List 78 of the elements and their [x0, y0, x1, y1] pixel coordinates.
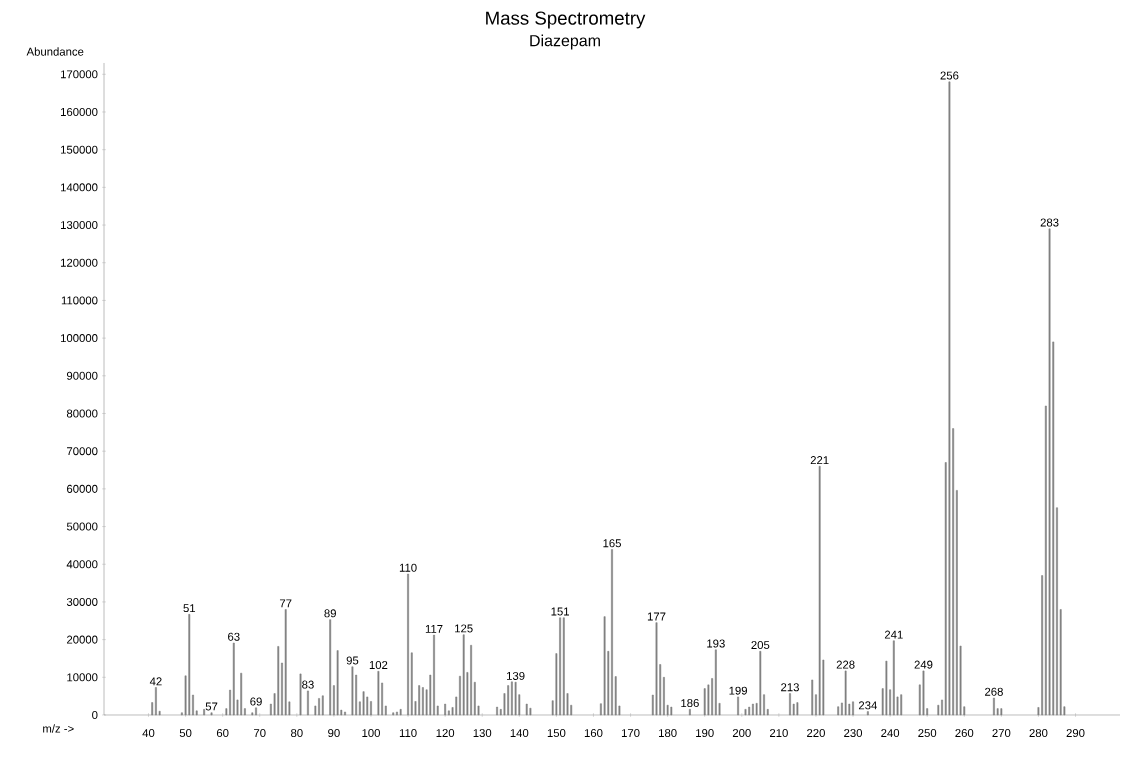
y-tick-label: 130000	[61, 221, 98, 230]
y-tick-label: 120000	[61, 258, 98, 267]
annotation: 234	[858, 701, 877, 710]
annotation: 89	[324, 609, 336, 618]
annotation: 249	[914, 660, 933, 669]
x-tick-label: 270	[992, 729, 1011, 738]
x-tick-label: 210	[769, 729, 788, 738]
x-tick-label: 150	[547, 729, 566, 738]
annotation: 193	[707, 639, 725, 648]
annotation: 110	[399, 563, 417, 572]
annotation: 151	[551, 607, 569, 616]
annotation: 57	[205, 702, 218, 711]
y-axis-title: Abundance	[26, 47, 84, 56]
x-tick-label: 60	[216, 729, 229, 738]
x-tick-label: 230	[844, 729, 863, 738]
x-tick-label: 120	[436, 729, 455, 738]
x-tick-label: 220	[807, 729, 825, 738]
y-tick-label: 60000	[67, 484, 98, 493]
annotation: 102	[369, 661, 388, 670]
annotation: 256	[940, 71, 959, 80]
x-tick-label: 80	[291, 729, 303, 738]
y-tick-label: 30000	[66, 597, 98, 606]
annotation: 51	[183, 604, 196, 613]
y-tick-label: 20000	[67, 635, 98, 644]
x-tick-label: 130	[473, 729, 492, 738]
annotation: 139	[507, 671, 525, 680]
annotation: 177	[647, 612, 666, 621]
y-tick-label: 0	[92, 711, 98, 719]
x-tick-label: 200	[732, 729, 751, 738]
x-tick-label: 250	[918, 729, 937, 738]
annotation: 63	[228, 632, 240, 641]
annotation: 77	[279, 599, 292, 608]
annotation: 199	[729, 686, 747, 695]
y-tick-label: 140000	[61, 183, 98, 192]
annotation: 83	[302, 680, 314, 689]
annotation: 117	[425, 625, 443, 633]
x-tick-label: 180	[659, 729, 677, 738]
annotation: 69	[250, 697, 262, 706]
chart-subtitle: Diazepam	[530, 34, 600, 50]
annotation: 95	[346, 656, 359, 665]
annotation: 42	[149, 677, 162, 686]
x-tick-label: 290	[1066, 729, 1085, 738]
y-tick-label: 100000	[61, 334, 98, 343]
chart-title: Mass Spectrometry	[486, 11, 646, 29]
x-axis-title: m/z ->	[43, 724, 74, 733]
y-tick-label: 150000	[61, 145, 98, 154]
x-tick-label: 40	[142, 729, 155, 738]
y-tick-label: 40000	[66, 560, 98, 569]
x-tick-label: 140	[510, 729, 529, 738]
x-tick-label: 190	[696, 729, 714, 738]
annotation: 268	[985, 687, 1003, 696]
y-tick-label: 10000	[67, 673, 98, 682]
x-tick-label: 100	[362, 729, 380, 738]
y-tick-label: 80000	[66, 409, 98, 418]
x-tick-label: 170	[621, 729, 640, 738]
x-tick-label: 90	[328, 729, 340, 738]
y-tick-label: 110000	[61, 296, 98, 305]
annotation: 283	[1040, 218, 1059, 227]
y-tick-label: 90000	[66, 371, 98, 380]
annotation: 165	[603, 539, 621, 548]
y-tick-label: 170000	[61, 70, 98, 79]
annotation: 213	[781, 683, 799, 692]
y-tick-label: 50000	[66, 522, 98, 531]
y-tick-label: 70000	[67, 447, 98, 456]
y-tick-label: 160000	[61, 107, 98, 116]
x-tick-label: 240	[881, 729, 900, 738]
x-tick-label: 70	[254, 729, 266, 738]
annotation: 221	[810, 456, 829, 464]
x-tick-label: 280	[1029, 729, 1048, 738]
annotation: 228	[836, 660, 855, 669]
annotation: 125	[455, 624, 473, 633]
x-tick-label: 50	[179, 729, 192, 738]
x-tick-label: 110	[399, 729, 417, 738]
annotation: 205	[751, 641, 770, 650]
x-tick-label: 260	[955, 729, 974, 738]
annotation: 241	[884, 630, 903, 639]
annotation: 186	[681, 699, 699, 708]
x-tick-label: 160	[584, 729, 603, 738]
